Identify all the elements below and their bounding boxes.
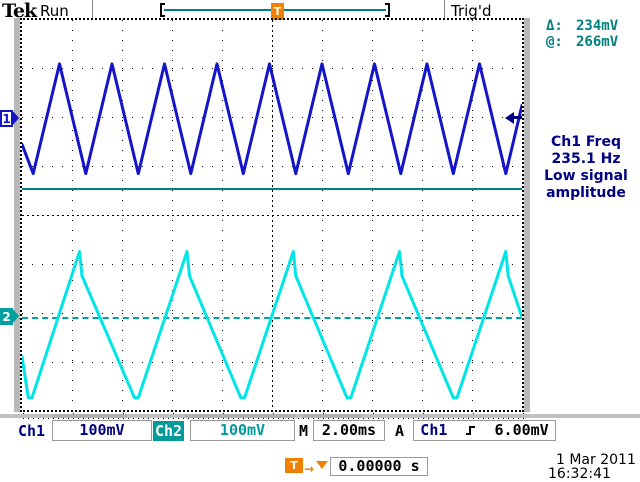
run-state-label: Run (40, 2, 69, 20)
bottom-seg-2 (185, 414, 295, 418)
ch1-marker-tip-icon (12, 110, 19, 126)
record-position-bar[interactable]: T (160, 3, 390, 20)
ch2-label[interactable]: Ch2 (153, 421, 185, 441)
ch1-level-arrow-icon[interactable] (505, 112, 514, 124)
graticule-frame-right (524, 18, 530, 412)
trigger-position-value[interactable]: 0.00000 s (330, 457, 428, 476)
trigger-position-triangle-icon (316, 461, 328, 469)
tek-logo: Tek (2, 0, 37, 22)
measurement-name: Ch1 Freq (551, 134, 621, 150)
measurement-warning-line1: Low signal (544, 168, 628, 184)
cursor-at-value: 266mV (576, 34, 619, 50)
cursor-line-solid[interactable] (22, 188, 522, 190)
ch1-label: Ch1 (18, 422, 46, 440)
cursor-delta-symbol: Δ: (546, 18, 563, 34)
trigger-slope-icon (456, 421, 485, 439)
date-label: 1 Mar 2011 (556, 452, 636, 468)
trigger-level-value: 6.00mV (494, 421, 549, 439)
waveform-ch2 (22, 250, 522, 400)
settings-bar: Ch1 100mV Ch2 100mV M 2.00ms A Ch1 6.00m… (0, 420, 640, 444)
cursor-at-symbol: @: (546, 34, 563, 50)
time-label: 16:32:41 (548, 466, 611, 482)
bottom-seg-3 (302, 414, 362, 418)
horizontal-tick-bar (22, 404, 524, 419)
cursor-delta-value: 234mV (576, 18, 619, 34)
ch2-scale-value[interactable]: 100mV (190, 420, 295, 441)
trigger-source-label: Ch1 (420, 421, 448, 439)
ch1-reference-marker[interactable]: 1 (0, 110, 19, 127)
measurement-readout: Ch1 Freq 235.1 Hz Low signal amplitude (532, 134, 640, 202)
trigger-source-tag: A (395, 422, 405, 440)
trigger-position-top-icon[interactable]: T (271, 3, 284, 20)
ch2-reference-marker[interactable]: 2 (0, 308, 19, 325)
trigger-settings-box[interactable]: Ch1 6.00mV (413, 420, 556, 441)
timebase-prefix: M (299, 422, 309, 440)
waveform-ch1 (22, 62, 522, 176)
ch1-scale-value[interactable]: 100mV (52, 420, 152, 441)
bottom-seg-1 (52, 414, 127, 418)
record-bracket-left-icon (160, 3, 165, 17)
record-bracket-right-icon (385, 3, 390, 17)
measurement-value: 235.1 Hz (551, 151, 621, 167)
waveform-graticule[interactable] (22, 20, 522, 410)
graticule-frame-left (14, 18, 20, 412)
header-divider-1 (92, 0, 93, 20)
ch2-marker-tip-icon (12, 308, 19, 324)
trigger-position-icon[interactable]: T (285, 458, 303, 473)
ch1-level-arrow-tail (513, 116, 522, 119)
trigger-status-label: Trig'd (451, 2, 492, 20)
trigger-position-arrow-icon: → (304, 462, 315, 476)
timebase-value[interactable]: 2.00ms (313, 420, 385, 441)
measurement-warning-line2: amplitude (546, 185, 626, 201)
header-divider-2 (444, 0, 445, 20)
